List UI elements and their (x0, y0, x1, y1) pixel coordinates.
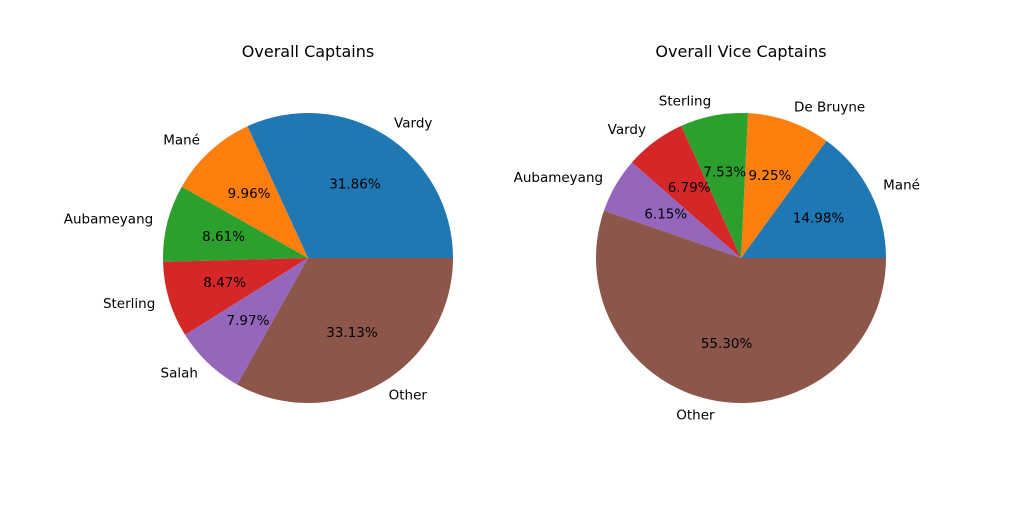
captains-category-label-aubameyang: Aubameyang (64, 212, 153, 228)
vice-captains-slices (596, 112, 886, 404)
captains-category-label-vardy: Vardy (394, 116, 432, 132)
vice-captains-pct-label-mane: 14.98% (793, 211, 845, 227)
vice-captains-slice-vardy (631, 125, 741, 259)
captains-slice-salah (185, 258, 308, 385)
captains-slice-aubameyang (163, 186, 308, 262)
vice-captains-slice-sterling (681, 112, 749, 258)
captains-pct-label-sterling: 8.47% (203, 275, 246, 291)
captains-pct-label-other: 33.13% (326, 325, 378, 341)
captains-labels: 31.86% Vardy 9.96% Mané 8.61% Aubameyang 8.47%… (64, 116, 433, 404)
vice-captains-chart-title: Overall Vice Captains (655, 42, 826, 61)
captains-slices (163, 113, 453, 403)
vice-captains-slice-mane (741, 140, 886, 258)
captains-pie-chart: Overall Captains 31.86% Vardy 9.96% Mané 8.6… (64, 42, 453, 404)
captains-category-label-other: Other (389, 388, 428, 404)
captains-chart-title: Overall Captains (242, 42, 374, 61)
vice-captains-category-label-mane: Mané (883, 178, 920, 194)
captains-category-label-sterling: Sterling (103, 296, 155, 312)
captains-pct-label-mane: 9.96% (228, 186, 271, 202)
vice-captains-slice-other (596, 210, 886, 404)
captains-pct-label-vardy: 31.86% (329, 177, 381, 193)
vice-captains-pct-label-aubameyang: 6.15% (644, 206, 687, 222)
vice-captains-pct-label-vardy: 6.79% (668, 180, 711, 196)
vice-captains-category-label-sterling: Sterling (659, 93, 711, 109)
vice-captains-labels: 14.98% Mané 9.25% De Bruyne 7.53% Sterling 6.7… (514, 93, 920, 423)
captains-slice-sterling (163, 258, 308, 335)
vice-captains-category-label-vardy: Vardy (608, 122, 646, 138)
captains-slice-other (237, 258, 453, 403)
vice-captains-pie-chart: Overall Vice Captains 14.98% Mané 9.25% De … (514, 42, 920, 423)
captains-category-label-mane: Mané (163, 133, 200, 149)
vice-captains-slice-aubameyang (603, 162, 741, 258)
captains-category-label-salah: Salah (161, 365, 198, 381)
vice-captains-category-label-de-bruyne: De Bruyne (794, 100, 865, 116)
vice-captains-pct-label-sterling: 7.53% (703, 165, 746, 181)
vice-captains-pct-label-de-bruyne: 9.25% (748, 168, 791, 184)
captains-pct-label-salah: 7.97% (227, 313, 270, 329)
vice-captains-category-label-other: Other (676, 407, 715, 423)
vice-captains-category-label-aubameyang: Aubameyang (514, 170, 603, 186)
captains-slice-mane (181, 126, 308, 258)
captains-slice-vardy (247, 113, 453, 259)
captains-pct-label-aubameyang: 8.61% (202, 229, 245, 245)
vice-captains-pct-label-other: 55.30% (701, 336, 753, 352)
vice-captains-slice-de-bruyne (741, 113, 827, 258)
